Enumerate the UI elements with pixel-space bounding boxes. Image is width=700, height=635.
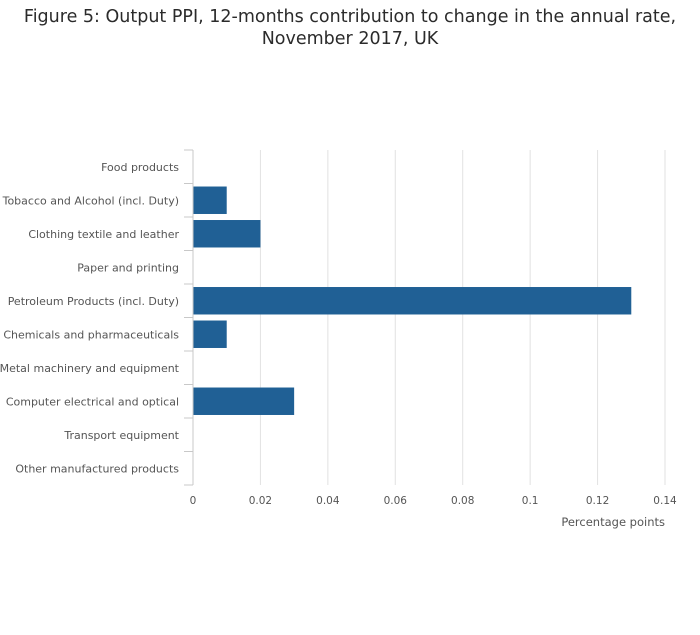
category-label: Transport equipment: [63, 429, 179, 442]
x-tick-label: 0.12: [586, 495, 609, 507]
category-label: Food products: [101, 161, 179, 174]
category-label: Computer electrical and optical: [6, 395, 179, 408]
category-label: Metal machinery and equipment: [0, 362, 180, 375]
grid-lines: [259, 150, 666, 485]
bar: [193, 220, 261, 248]
x-tick-label: 0.08: [451, 495, 474, 507]
category-label: Clothing textile and leather: [28, 228, 179, 241]
bar: [193, 287, 632, 315]
bars: [193, 186, 632, 415]
category-label: Petroleum Products (incl. Duty): [8, 295, 179, 308]
category-label: Paper and printing: [77, 261, 179, 274]
y-axis: Food products Tobacco and Alcohol (incl. …: [0, 149, 194, 486]
chart-title: Figure 5: Output PPI, 12-months contribu…: [0, 6, 700, 50]
category-label: Other manufactured products: [15, 462, 179, 475]
x-tick-label: 0.1: [522, 495, 539, 507]
bar: [193, 320, 227, 348]
x-tick-label: 0.06: [384, 495, 408, 507]
bar: [193, 387, 295, 415]
x-axis: 0 0.02 0.04 0.06 0.08 0.1 0.12 0.14: [190, 495, 677, 507]
chart-title-line-1: Figure 5: Output PPI, 12-months contribu…: [23, 7, 677, 27]
x-tick-label: 0.14: [653, 495, 677, 507]
chart-title-line-2: November 2017, UK: [261, 29, 439, 49]
x-tick-label: 0.02: [249, 495, 272, 507]
x-axis-title: Percentage points: [561, 515, 665, 529]
category-label: Tobacco and Alcohol (incl. Duty): [2, 194, 179, 207]
x-tick-label: 0: [190, 495, 197, 507]
category-label: Chemicals and pharmaceuticals: [3, 328, 179, 341]
x-tick-label: 0.04: [316, 495, 340, 507]
bar: [193, 186, 227, 214]
